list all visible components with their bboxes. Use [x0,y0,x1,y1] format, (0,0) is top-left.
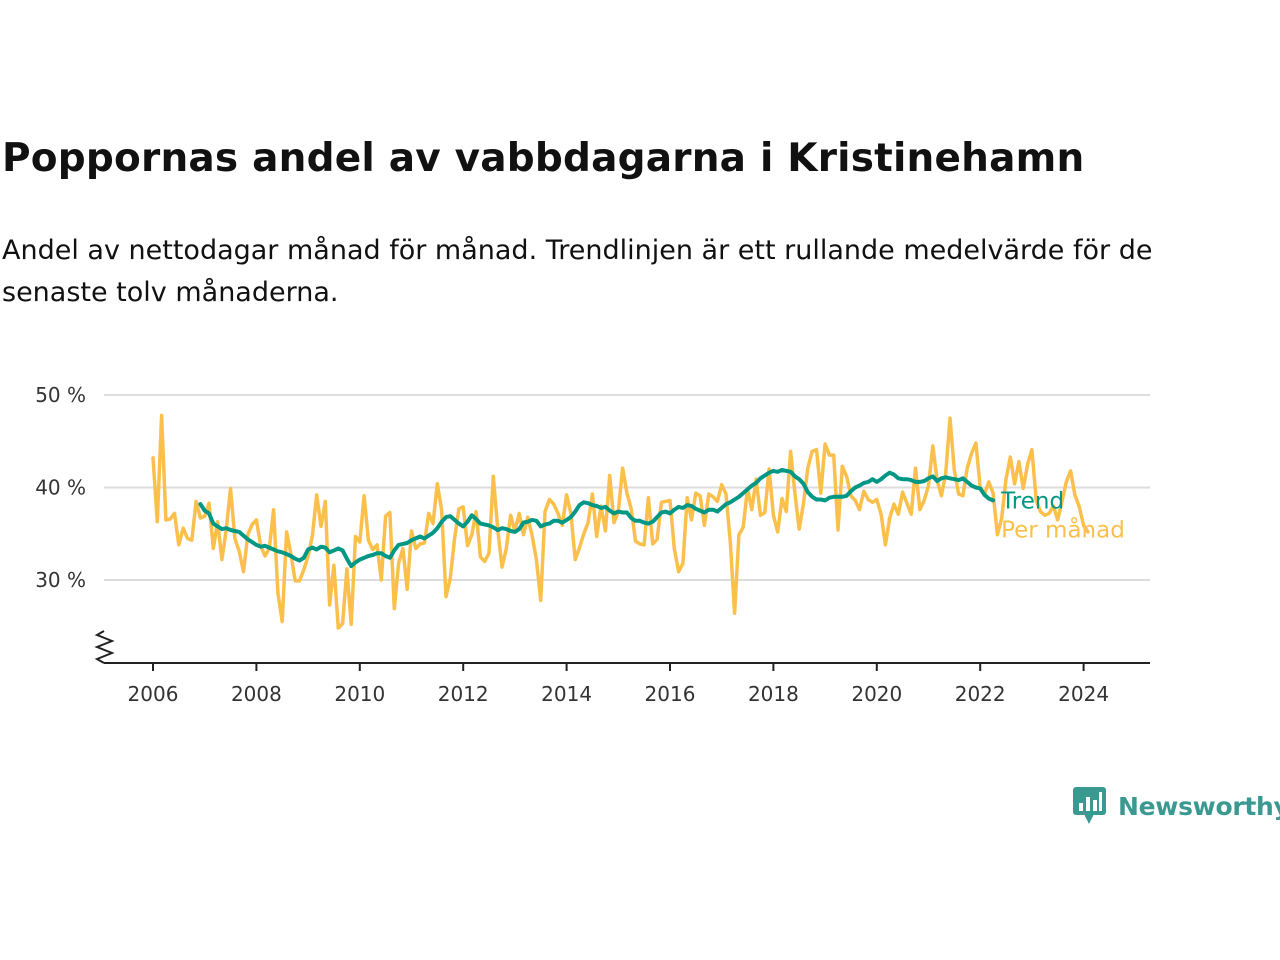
series [151,413,1090,630]
x-tick-label: 2014 [541,682,592,706]
axis-break-icon [94,630,115,664]
series-label-trend: Trend [1000,488,1064,514]
chart-title: Poppornas andel av vabbdagarna i Kristin… [2,136,1085,181]
brand-name: Newsworthy [1118,791,1280,821]
x-tick-label: 2020 [851,682,902,706]
x-tick-label: 2024 [1058,682,1109,706]
newsworthy-logo-icon [1073,787,1106,824]
y-tick-label: 50 % [35,383,86,407]
x-tick-label: 2016 [645,682,696,706]
chart-subtitle: Andel av nettodagar månad för månad. Tre… [2,235,1153,308]
series-line-per-manad [151,413,1090,630]
x-tick-label: 2008 [231,682,282,706]
axes: 30 % 40 % 50 % 2006 2008 2010 2012 2014 2016 2018… [35,383,1150,706]
series-line-trend [198,467,996,569]
x-tick-label: 2012 [438,682,489,706]
y-tick-label: 40 % [35,476,86,500]
x-tick-label: 2022 [955,682,1006,706]
y-tick-label: 30 % [35,568,86,592]
x-tick-label: 2006 [128,682,179,706]
series-label-per-manad: Per månad [1001,515,1125,543]
x-tick-label: 2018 [748,682,799,706]
brand-logo: Newsworthy [1072,786,1280,826]
x-tick-label: 2010 [334,682,385,706]
